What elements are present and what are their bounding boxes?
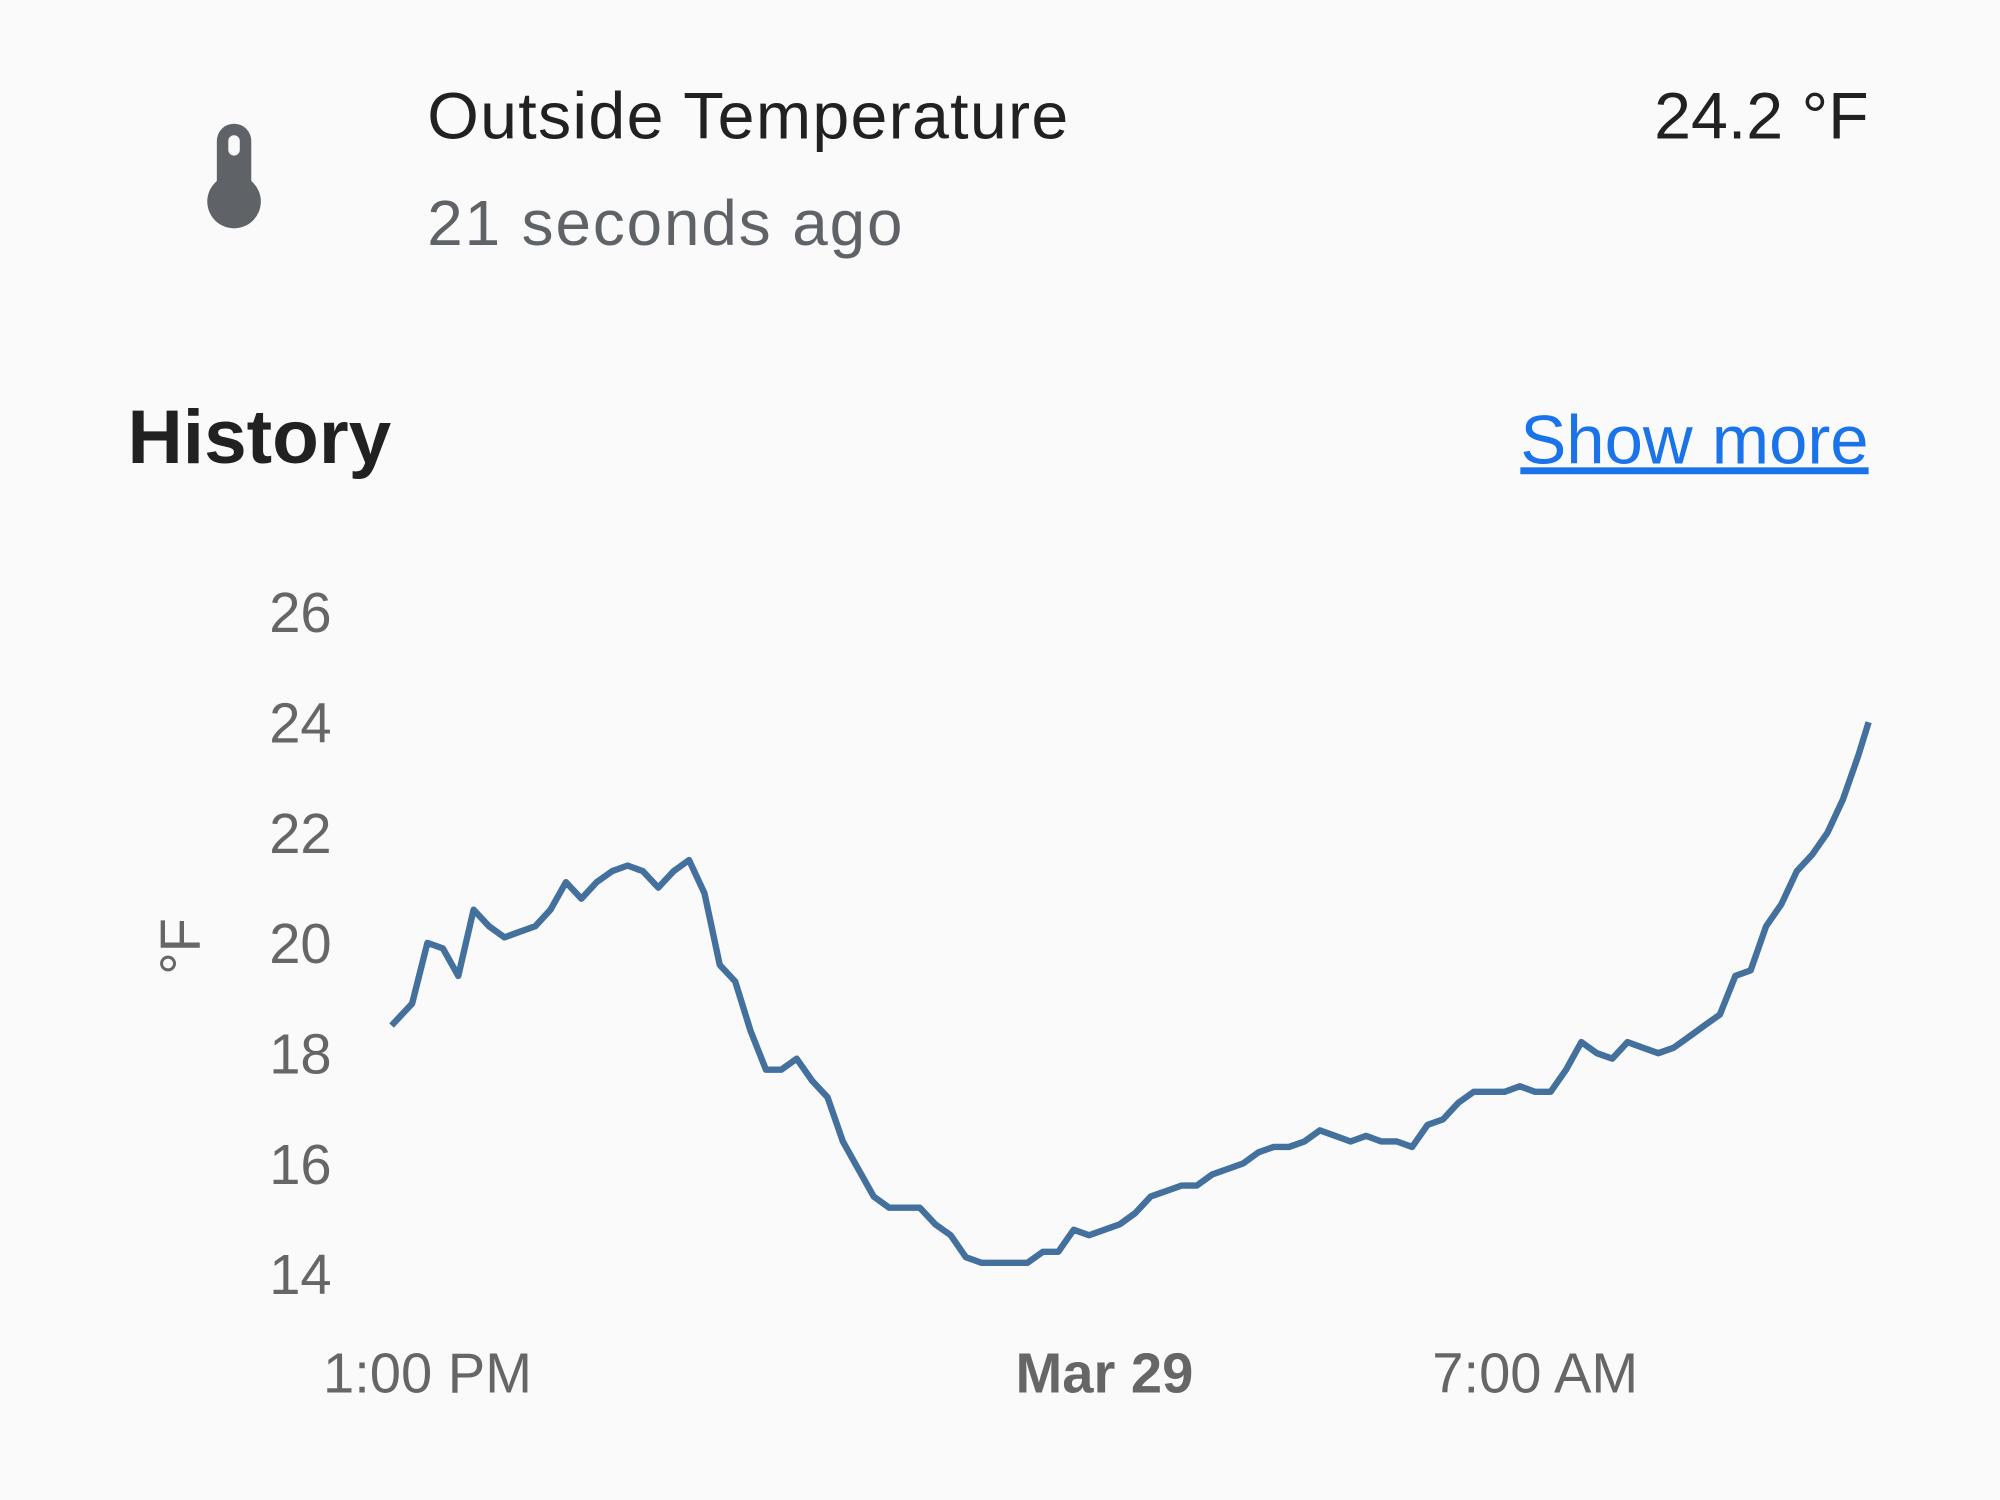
x-tick-label: Mar 29 [1016, 1341, 1194, 1404]
y-tick-label: 16 [269, 1133, 331, 1196]
last-changed: 21 seconds ago [427, 187, 904, 259]
x-tick-label: 1:00 PM [323, 1341, 532, 1404]
entity-state: 24.2 °F [1654, 80, 1869, 154]
y-tick-label: 22 [269, 802, 331, 865]
x-tick-label: 7:00 AM [1432, 1341, 1638, 1404]
show-more-link[interactable]: Show more [1520, 401, 1868, 478]
y-tick-label: 26 [269, 581, 331, 644]
y-tick-label: 14 [269, 1243, 331, 1306]
thermometer-icon [207, 123, 261, 229]
y-tick-label: 24 [269, 692, 331, 755]
history-title: History [128, 395, 392, 480]
entity-name: Outside Temperature [427, 80, 1069, 154]
y-tick-label: 18 [269, 1023, 331, 1086]
temperature-line [389, 721, 1872, 1266]
y-axis-label: °F [149, 918, 212, 975]
y-tick-label: 20 [269, 912, 331, 975]
